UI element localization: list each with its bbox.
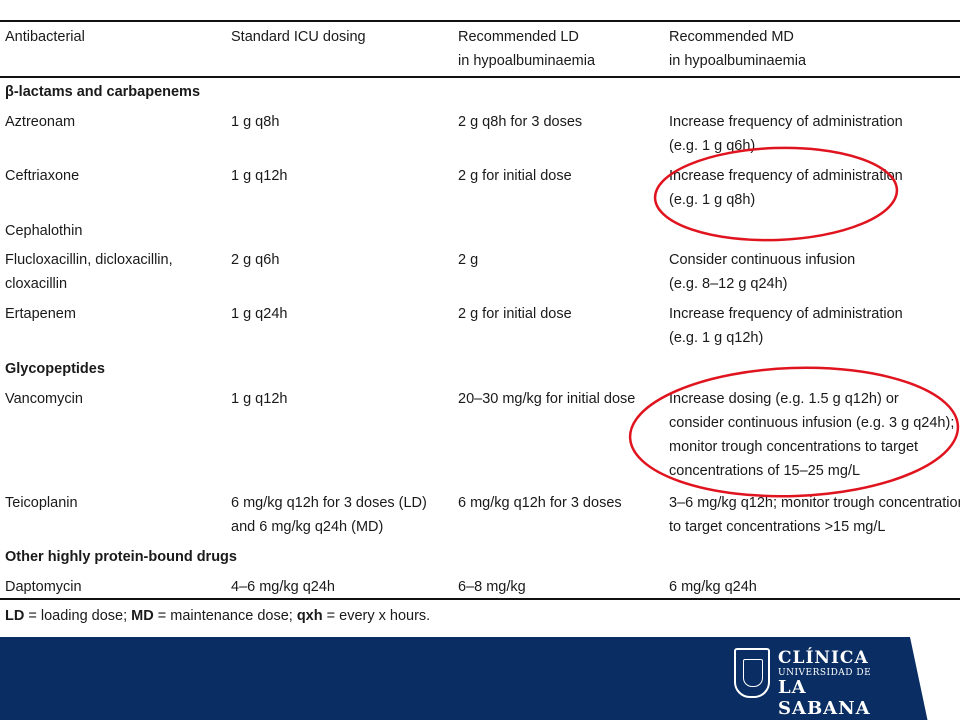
daptomycin-ld: 6–8 mg/kg bbox=[458, 579, 526, 595]
header-ld-line1: Recommended LD bbox=[458, 29, 579, 45]
ceftriaxone-md-line2: (e.g. 1 g q8h) bbox=[669, 192, 756, 208]
daptomycin-md: 6 mg/kg q24h bbox=[669, 579, 757, 595]
drug-cephalothin: Cephalothin bbox=[5, 223, 83, 239]
aztreonam-md-line1: Increase frequency of administration bbox=[669, 114, 903, 130]
ertapenem-ld: 2 g for initial dose bbox=[458, 306, 572, 322]
drug-ertapenem: Ertapenem bbox=[5, 306, 76, 322]
table-top-rule bbox=[0, 20, 960, 22]
footnote-ld-def: = loading dose; bbox=[24, 608, 132, 624]
section-glycopeptides: Glycopeptides bbox=[5, 361, 105, 377]
ertapenem-standard: 1 g q24h bbox=[231, 306, 288, 322]
drug-ceftriaxone: Ceftriaxone bbox=[5, 168, 80, 184]
flucloxacillin-md-line1: Consider continuous infusion bbox=[669, 252, 856, 268]
drug-vancomycin: Vancomycin bbox=[5, 391, 83, 407]
vancomycin-md-line1: Increase dosing (e.g. 1.5 g q12h) or bbox=[669, 391, 899, 407]
vancomycin-md-line2: consider continuous infusion (e.g. 3 g q… bbox=[669, 415, 955, 431]
footnote-ld-abbr: LD bbox=[5, 608, 25, 624]
drug-aztreonam: Aztreonam bbox=[5, 114, 76, 130]
drug-daptomycin: Daptomycin bbox=[5, 579, 82, 595]
logo-line2: UNIVERSIDAD DE bbox=[778, 668, 872, 678]
logo-line1: CLÍNICA bbox=[778, 648, 869, 668]
flucloxacillin-md-line2: (e.g. 8–12 g q24h) bbox=[669, 276, 788, 292]
header-md-line2: in hypoalbuminaemia bbox=[669, 53, 807, 69]
header-ld-line2: in hypoalbuminaemia bbox=[458, 53, 596, 69]
footnote-q-abbr: qxh bbox=[296, 608, 323, 624]
vancomycin-standard: 1 g q12h bbox=[231, 391, 288, 407]
header-md-line1: Recommended MD bbox=[669, 29, 794, 45]
aztreonam-ld: 2 g q8h for 3 doses bbox=[458, 114, 583, 130]
teicoplanin-standard-line1: 6 mg/kg q12h for 3 doses (LD) bbox=[231, 495, 427, 511]
logo-line3: LA SABANA bbox=[778, 677, 871, 719]
vancomycin-md-line4: concentrations of 15–25 mg/L bbox=[669, 463, 861, 479]
section-beta-lactams: β-lactams and carbapenems bbox=[5, 84, 201, 100]
table-bottom-rule bbox=[0, 598, 960, 600]
flucloxacillin-standard: 2 g q6h bbox=[231, 252, 280, 268]
teicoplanin-ld: 6 mg/kg q12h for 3 doses bbox=[458, 495, 622, 511]
vancomycin-md-line3: monitor trough concentrations to target bbox=[669, 439, 919, 455]
drug-flucloxacillin-line2: cloxacillin bbox=[5, 276, 68, 292]
aztreonam-standard: 1 g q8h bbox=[231, 114, 280, 130]
footnote-q-def: = every x hours. bbox=[322, 608, 431, 624]
teicoplanin-standard-line2: and 6 mg/kg q24h (MD) bbox=[231, 519, 384, 535]
ertapenem-md-line1: Increase frequency of administration bbox=[669, 306, 903, 322]
header-bottom-rule bbox=[0, 76, 960, 78]
teicoplanin-md-line1: 3–6 mg/kg q12h; monitor trough concentra… bbox=[669, 495, 960, 511]
teicoplanin-md-line2: to target concentrations >15 mg/L bbox=[669, 519, 886, 535]
header-antibacterial: Antibacterial bbox=[5, 29, 85, 45]
footnote-md-def: = maintenance dose; bbox=[153, 608, 297, 624]
footnote-md-abbr: MD bbox=[131, 608, 154, 624]
ceftriaxone-standard: 1 g q12h bbox=[231, 168, 288, 184]
shield-crest-icon bbox=[734, 648, 770, 698]
ceftriaxone-md-line1: Increase frequency of administration bbox=[669, 168, 903, 184]
drug-teicoplanin: Teicoplanin bbox=[5, 495, 78, 511]
flucloxacillin-ld: 2 g bbox=[458, 252, 479, 268]
ertapenem-md-line2: (e.g. 1 g q12h) bbox=[669, 330, 764, 346]
drug-flucloxacillin-line1: Flucloxacillin, dicloxacillin, bbox=[5, 252, 173, 268]
daptomycin-standard: 4–6 mg/kg q24h bbox=[231, 579, 335, 595]
table-footnote: LD = loading dose; MD = maintenance dose… bbox=[5, 604, 430, 628]
section-other-protein-bound: Other highly protein-bound drugs bbox=[5, 549, 237, 565]
header-standard-dosing: Standard ICU dosing bbox=[231, 29, 366, 45]
aztreonam-md-line2: (e.g. 1 g q6h) bbox=[669, 138, 756, 154]
footer-bar bbox=[0, 637, 960, 720]
vancomycin-ld: 20–30 mg/kg for initial dose bbox=[458, 391, 636, 407]
clinica-logo: CLÍNICA UNIVERSIDAD DE LA SABANA bbox=[734, 648, 894, 719]
ceftriaxone-ld: 2 g for initial dose bbox=[458, 168, 572, 184]
